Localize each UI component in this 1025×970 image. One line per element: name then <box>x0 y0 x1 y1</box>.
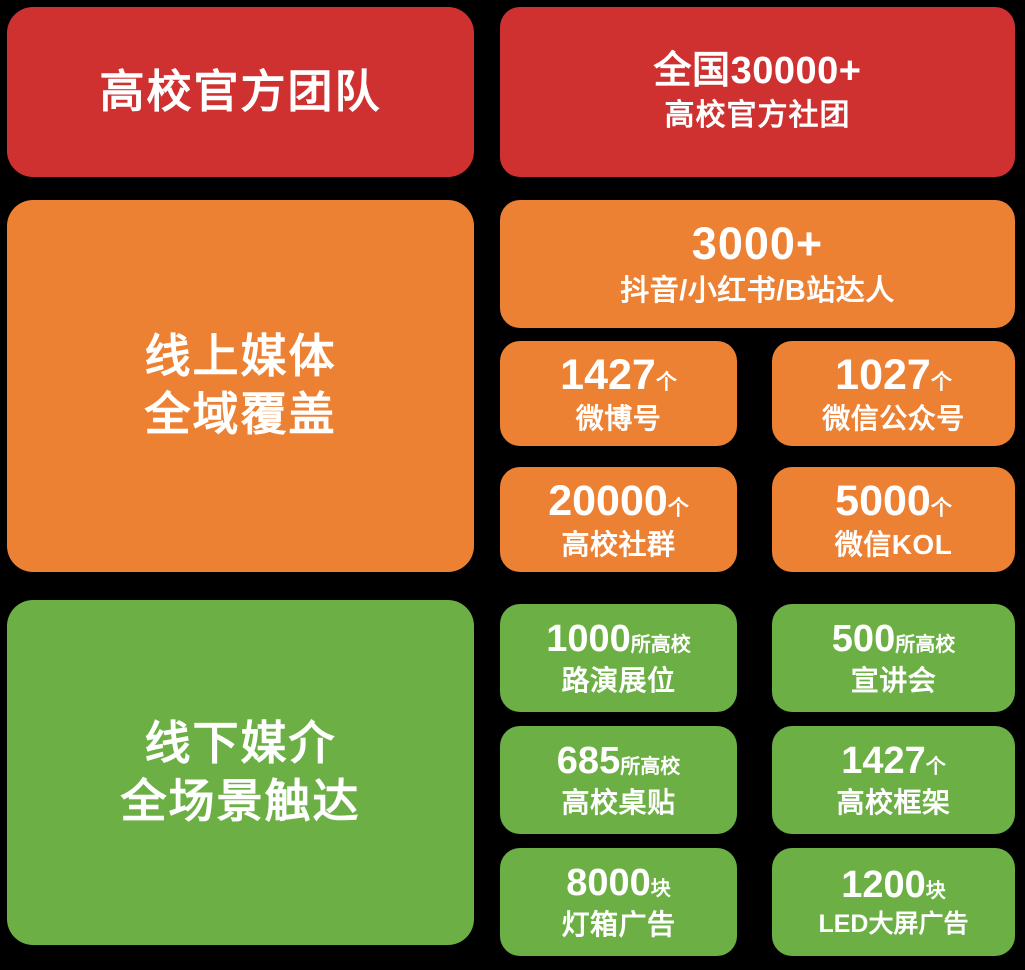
stat-card-desk-stickers: 685所高校 高校桌贴 <box>500 726 737 834</box>
stat-value-desk-stickers: 685所高校 <box>556 739 681 782</box>
stat-unit-weibo-accounts: 个 <box>655 370 677 394</box>
stat-unit-campus-groups: 个 <box>667 496 689 520</box>
stat-number-led-screen-ads: 1200 <box>841 863 926 906</box>
category-card-official-team: 高校官方团队 <box>7 7 474 177</box>
stat-prefix-official-clubs: 全国 <box>653 49 731 92</box>
stat-unit-roadshow-booths: 所高校 <box>630 633 691 656</box>
stat-card-wechat-kol: 5000个 微信KOL <box>772 467 1015 572</box>
stat-number-wechat-official-accounts: 1027 <box>835 350 931 399</box>
stat-value-lightbox-ads: 8000块 <box>566 861 671 904</box>
stat-unit-lightbox-ads: 块 <box>650 877 671 900</box>
category-card-offline-media: 线下媒介 全场景触达 <box>7 600 474 945</box>
stat-number-weibo-accounts: 1427 <box>560 350 656 399</box>
category-card-online-media: 线上媒体 全域覆盖 <box>7 200 474 572</box>
stat-value-kol-talents: 3000+ <box>691 218 824 270</box>
stat-card-led-screen-ads: 1200块 LED大屏广告 <box>772 848 1015 956</box>
stat-label-campus-groups: 高校社群 <box>561 528 676 560</box>
stat-unit-campus-frames: 个 <box>925 755 946 778</box>
stat-label-info-sessions: 宣讲会 <box>850 664 937 696</box>
stat-unit-led-screen-ads: 块 <box>925 879 946 902</box>
stat-card-info-sessions: 500所高校 宣讲会 <box>772 604 1015 712</box>
stat-unit-wechat-official-accounts: 个 <box>930 370 952 394</box>
stat-card-roadshow-booths: 1000所高校 路演展位 <box>500 604 737 712</box>
stat-label-wechat-kol: 微信KOL <box>834 528 953 560</box>
stat-card-kol-talents: 3000+ 抖音/小红书/B站达人 <box>500 200 1015 328</box>
stat-value-roadshow-booths: 1000所高校 <box>546 617 691 660</box>
stat-label-led-screen-ads: LED大屏广告 <box>818 910 969 939</box>
stat-card-official-clubs: 全国30000+ 高校官方社团 <box>500 7 1015 177</box>
stat-label-weibo-accounts: 微博号 <box>575 402 662 434</box>
stat-unit-wechat-kol: 个 <box>930 496 952 520</box>
stat-label-kol-talents: 抖音/小红书/B站达人 <box>620 275 895 308</box>
stat-card-campus-frames: 1427个 高校框架 <box>772 726 1015 834</box>
stat-label-roadshow-booths: 路演展位 <box>561 664 676 696</box>
stat-number-roadshow-booths: 1000 <box>546 617 631 660</box>
stat-value-wechat-official-accounts: 1027个 <box>835 350 952 399</box>
stat-label-official-clubs: 高校官方社团 <box>664 98 851 132</box>
category-label-offline-media: 线下媒介 全场景触达 <box>120 716 361 827</box>
stat-number-official-clubs: 30000+ <box>730 49 862 92</box>
stat-unit-info-sessions: 所高校 <box>895 633 956 656</box>
stat-card-lightbox-ads: 8000块 灯箱广告 <box>500 848 737 956</box>
stat-value-led-screen-ads: 1200块 <box>841 863 946 906</box>
category-label-official-team: 高校官方团队 <box>99 65 382 117</box>
stat-value-campus-groups: 20000个 <box>548 476 689 525</box>
stat-value-weibo-accounts: 1427个 <box>560 350 677 399</box>
stat-number-lightbox-ads: 8000 <box>566 861 651 904</box>
stat-value-info-sessions: 500所高校 <box>831 617 956 660</box>
stat-value-wechat-kol: 5000个 <box>835 476 952 525</box>
stat-number-wechat-kol: 5000 <box>835 476 931 525</box>
stat-unit-desk-stickers: 所高校 <box>620 755 681 778</box>
stat-label-desk-stickers: 高校桌贴 <box>561 786 676 818</box>
stat-value-campus-frames: 1427个 <box>841 739 946 782</box>
stat-label-wechat-official-accounts: 微信公众号 <box>822 402 965 434</box>
stat-card-wechat-official-accounts: 1027个 微信公众号 <box>772 341 1015 446</box>
stat-number-desk-stickers: 685 <box>556 739 621 782</box>
stat-label-campus-frames: 高校框架 <box>836 786 951 818</box>
category-label-online-media: 线上媒体 全域覆盖 <box>144 330 337 440</box>
stat-value-official-clubs: 全国30000+ <box>653 49 862 92</box>
stat-number-info-sessions: 500 <box>831 617 896 660</box>
stat-number-campus-groups: 20000 <box>548 476 668 525</box>
stat-label-lightbox-ads: 灯箱广告 <box>561 908 676 940</box>
stat-number-campus-frames: 1427 <box>841 739 926 782</box>
stat-card-campus-groups: 20000个 高校社群 <box>500 467 737 572</box>
stat-card-weibo-accounts: 1427个 微博号 <box>500 341 737 446</box>
